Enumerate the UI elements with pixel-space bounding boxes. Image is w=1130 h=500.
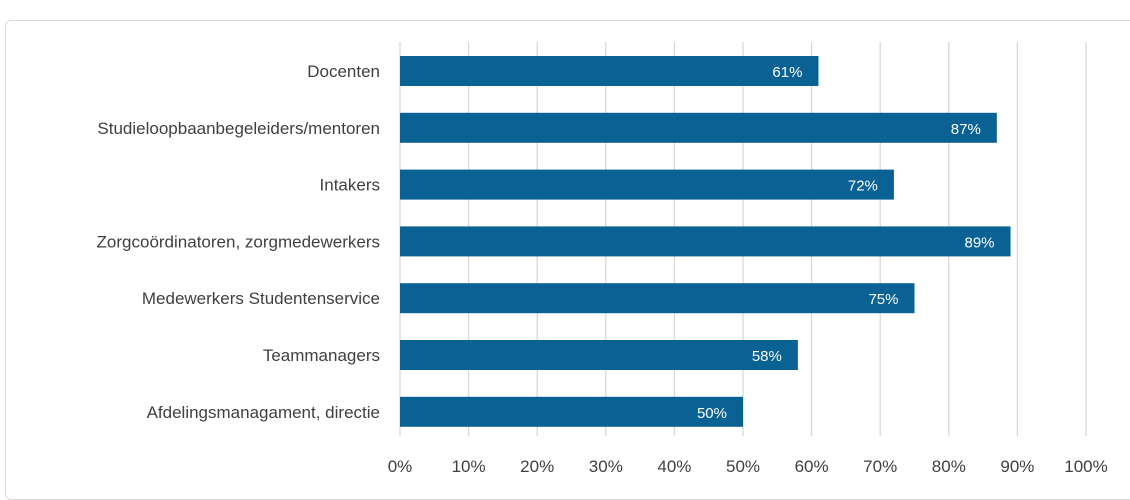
data-label: 72% xyxy=(848,178,878,195)
x-tick-label: 80% xyxy=(932,457,966,476)
data-label: 89% xyxy=(965,234,995,251)
category-label: Intakers xyxy=(320,176,380,195)
x-tick-label: 70% xyxy=(863,457,897,476)
data-label: 87% xyxy=(951,121,981,138)
bar xyxy=(400,283,915,314)
category-label: Medewerkers Studentenservice xyxy=(142,289,380,308)
bar xyxy=(400,169,894,200)
data-label: 75% xyxy=(868,291,898,308)
bar xyxy=(400,226,1011,257)
data-label: 58% xyxy=(752,348,782,365)
category-label: Docenten xyxy=(307,62,380,81)
bar-chart: 0% 10% 20% 30% 40% 50% 60% 70% 80% 90% 100% Docente… xyxy=(97,42,1108,476)
x-tick-label: 20% xyxy=(520,457,554,476)
category-label: Zorgcoördinatoren, zorgmedewerkers xyxy=(97,232,380,251)
bar xyxy=(400,340,798,370)
x-tick-label: 10% xyxy=(452,457,486,476)
category-label: Afdelingsmanagament, directie xyxy=(147,403,380,422)
category-label: Teammanagers xyxy=(263,346,380,365)
bar xyxy=(400,112,997,143)
x-tick-label: 40% xyxy=(657,457,691,476)
data-label: 50% xyxy=(697,405,727,422)
x-tick-label: 50% xyxy=(726,457,760,476)
bar xyxy=(400,396,743,427)
x-tick-label: 90% xyxy=(1000,457,1034,476)
data-label: 61% xyxy=(772,64,802,81)
x-tick-label: 100% xyxy=(1064,457,1107,476)
x-tick-label: 30% xyxy=(589,457,623,476)
bar xyxy=(400,56,819,86)
x-tick-label: 0% xyxy=(388,457,413,476)
category-label: Studieloopbaanbegeleiders/mentoren xyxy=(97,119,380,138)
x-tick-label: 60% xyxy=(795,457,829,476)
